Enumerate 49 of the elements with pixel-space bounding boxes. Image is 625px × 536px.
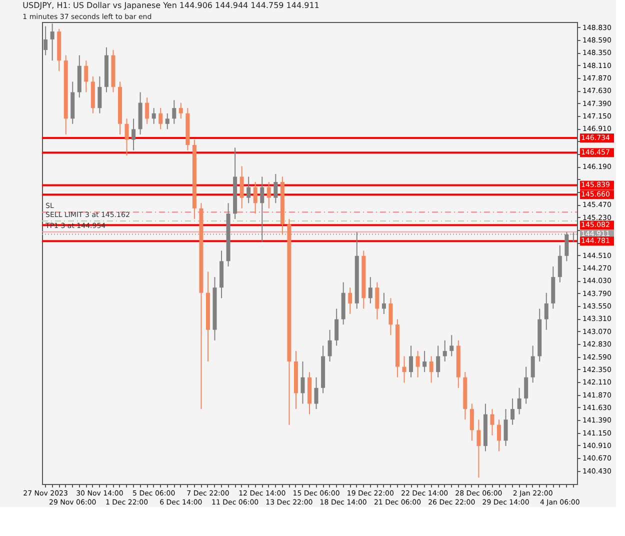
candlestick	[50, 23, 54, 62]
candlestick	[165, 112, 170, 130]
candlestick	[124, 118, 129, 156]
candlestick	[348, 287, 352, 314]
candlestick	[266, 181, 271, 209]
candlestick	[178, 102, 183, 120]
candlestick	[158, 108, 163, 130]
candlestick	[334, 308, 339, 346]
candlestick	[524, 366, 528, 404]
candlestick	[544, 292, 548, 330]
candlestick	[429, 356, 434, 384]
candlestick	[558, 244, 562, 283]
candlestick	[84, 60, 88, 93]
candlestick	[382, 292, 386, 314]
candlestick	[504, 408, 508, 446]
candlestick	[476, 419, 481, 478]
candlestick	[510, 398, 515, 426]
candlestick	[132, 118, 136, 151]
candlestick	[409, 345, 414, 378]
candlestick	[416, 350, 420, 378]
candlestick	[436, 345, 440, 378]
candlestick	[145, 97, 150, 124]
candlestick	[422, 350, 427, 373]
candlestick	[152, 108, 156, 124]
chart-title: USDJPY, H1: US Dollar vs Japanese Yen 144.906 144.944 144.759 144.911	[22, 1, 320, 10]
candlestick	[172, 100, 176, 124]
candlestick	[388, 298, 393, 336]
candlestick	[274, 174, 278, 204]
candlestick	[530, 345, 535, 384]
candlestick	[442, 340, 447, 362]
candlestick	[314, 376, 318, 410]
candlestick	[246, 176, 251, 204]
candlestick	[375, 282, 380, 320]
candlestick	[402, 356, 406, 384]
candlestick	[368, 276, 372, 304]
candlestick	[98, 76, 102, 114]
candlestick	[490, 408, 494, 436]
candlestick	[300, 361, 305, 404]
candlestick	[260, 176, 264, 242]
candlestick	[571, 232, 576, 243]
candlestick	[497, 419, 501, 452]
candlestick	[253, 181, 258, 214]
candlestick	[470, 403, 474, 442]
candlestick	[517, 387, 522, 415]
candlestick	[450, 334, 454, 357]
candlestick	[328, 329, 332, 362]
candlestick	[240, 166, 244, 209]
candlestick	[564, 232, 569, 262]
candlestick	[44, 26, 48, 56]
